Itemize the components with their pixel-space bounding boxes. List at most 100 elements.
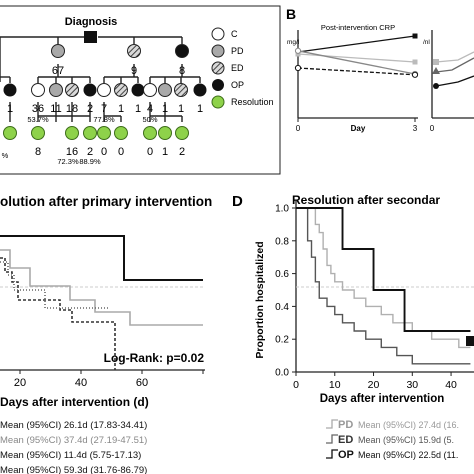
c-stats: Mean (95%CI) 26.1d (17.83-34.41) Mean (9… [0, 420, 147, 474]
panel-a: Diagnosis 67 9 8 [0, 5, 281, 175]
crp-xtick-3: 3 [413, 124, 418, 133]
svg-text:50%: 50% [142, 115, 157, 124]
svg-text:Mean (95%CI) 26.1d (17.83-34.4: Mean (95%CI) 26.1d (17.83-34.41) [0, 420, 147, 431]
svg-text:1: 1 [197, 103, 203, 115]
crp-unit: mg/l [287, 39, 300, 46]
crp-point [411, 71, 419, 78]
crp-point [412, 59, 418, 65]
svg-text:60: 60 [136, 377, 148, 389]
svg-text:16: 16 [66, 146, 78, 158]
svg-text:20: 20 [14, 377, 26, 389]
svg-text:Mean (95%CI) 59.3d (31.76-86.7: Mean (95%CI) 59.3d (31.76-86.79) [0, 465, 147, 474]
d-xticks: 0 10 20 30 40 [293, 372, 457, 391]
crp-title: Post-intervention CRP [321, 23, 395, 32]
svg-text:1: 1 [162, 103, 168, 115]
level3-counts: 8 16 2 0 0 0 1 2 [35, 146, 185, 158]
svg-text:72.3%: 72.3% [57, 157, 79, 166]
c-curves [0, 235, 203, 370]
svg-text:1: 1 [7, 103, 13, 115]
d-legend: PD ED OP Mean (95%CI) 27.4d (16. Mean (9… [326, 419, 459, 461]
d-ytick-label: 0.4 [275, 302, 289, 313]
level3-percents: % 72.3% 88.9% [2, 151, 101, 166]
d-xlabel: Days after intervention [320, 393, 445, 405]
svg-text:Mean (95%CI) 37.4d (27.19-47.5: Mean (95%CI) 37.4d (27.19-47.51) [0, 435, 147, 446]
diagnosis-square [84, 31, 97, 43]
svg-text:2: 2 [87, 146, 93, 158]
crp-xtick-0: 0 [296, 124, 301, 133]
svg-text:OP: OP [231, 80, 244, 90]
d-legend-ed-code: ED [338, 434, 353, 446]
crp-xlabel: Day [351, 124, 366, 133]
svg-text:88.9%: 88.9% [79, 157, 101, 166]
svg-text:11: 11 [50, 103, 61, 115]
panel-d-title: Resolution after secondar [292, 193, 440, 207]
d-legend-op-text: Mean (95%CI) 22.5d (11. [358, 450, 458, 460]
panel-a-border [0, 5, 281, 175]
d-ytick-label: 0.8 [275, 236, 289, 247]
crp-point [294, 47, 302, 54]
node-op [175, 44, 189, 58]
svg-text:ED: ED [231, 63, 244, 73]
count-ed: 9 [131, 65, 137, 77]
svg-text:0: 0 [118, 146, 124, 158]
d-legend-marker [466, 336, 474, 346]
d-legend-ed-text: Mean (95%CI) 15.9d (5. [358, 435, 454, 445]
crp-point [295, 51, 301, 57]
resolution-nodes [3, 126, 189, 140]
node-ed [127, 44, 141, 58]
svg-text:Resolution: Resolution [231, 97, 274, 107]
svg-text:2: 2 [87, 103, 93, 115]
panel-b: B Post-intervention CRP mg/l /nl 0 3 Day… [286, 6, 474, 133]
svg-text:36: 36 [32, 103, 44, 115]
level2-percents: 53.7% 77.8% 50% [27, 115, 157, 124]
c-xtick-labels: 20 40 60 [14, 377, 148, 389]
node-pd [51, 44, 65, 58]
d-ytick-label: 0.6 [275, 269, 289, 280]
panel-c-title: olution after primary intervention [0, 194, 212, 209]
c-xlabel: Days after intervention (d) [0, 395, 149, 409]
svg-text:PD: PD [231, 46, 244, 56]
svg-text:4: 4 [147, 103, 153, 115]
svg-text:Mean (95%CI) 11.4d (5.75-17.13: Mean (95%CI) 11.4d (5.75-17.13) [0, 450, 141, 461]
svg-text:53.7%: 53.7% [27, 115, 49, 124]
d-ylabel: Proportion hospitalized [254, 241, 266, 358]
d-ytick-label: 1.0 [275, 204, 289, 215]
svg-text:40: 40 [75, 377, 87, 389]
crp-series-line [297, 53, 416, 63]
count-pd: 67 [52, 65, 64, 77]
d-legend-pd-text: Mean (95%CI) 27.4d (16. [358, 420, 459, 430]
d-xtick-label: 40 [445, 379, 457, 391]
svg-text:77.8%: 77.8% [93, 115, 115, 124]
d-xtick-label: 30 [406, 379, 418, 391]
d-legend-pd-code: PD [338, 419, 353, 431]
crp-series-line [297, 50, 416, 75]
svg-text:18: 18 [66, 103, 78, 115]
panel-c: olution after primary intervention 20 40… [0, 194, 212, 474]
d-ytick-label: 0.2 [275, 335, 289, 346]
panel-b-letter: B [286, 6, 296, 22]
svg-text:7: 7 [101, 103, 107, 115]
svg-text:C: C [231, 29, 238, 39]
svg-text:8: 8 [35, 146, 41, 158]
d-yticks: 1.0 0.8 0.6 0.4 0.2 0.0 [275, 204, 296, 379]
c-logrank: Log-Rank: p=0.02 [104, 351, 205, 365]
d-xtick-label: 0 [293, 379, 299, 391]
d-curves [296, 207, 471, 365]
right-xtick-0: 0 [430, 124, 435, 133]
tree-lines [0, 36, 201, 122]
d-xtick-label: 20 [368, 379, 380, 391]
unit2-label: /nl [423, 39, 430, 46]
crp-point [412, 33, 418, 39]
crp-series-line [297, 67, 416, 76]
svg-text:0: 0 [147, 146, 153, 158]
d-curve-ed [296, 207, 471, 365]
count-op: 8 [179, 65, 185, 77]
svg-text:2: 2 [179, 146, 185, 158]
d-curve-op [296, 207, 471, 332]
svg-text:%: % [2, 151, 9, 160]
crp-series [294, 33, 419, 78]
level2-nodes [3, 83, 207, 97]
d-legend-op-code: OP [338, 449, 354, 461]
panel-a-legend: C PD ED OP Resolution [211, 27, 274, 109]
